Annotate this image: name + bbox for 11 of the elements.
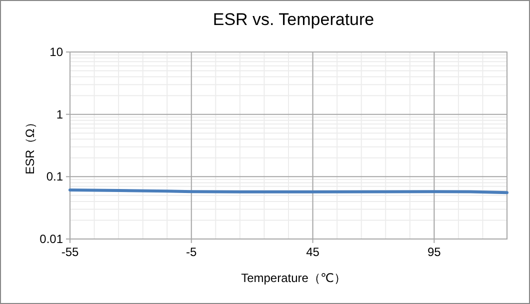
y-tick-label: 1: [56, 107, 64, 122]
chart-title: ESR vs. Temperature: [212, 10, 374, 29]
x-tick-label: -55: [61, 245, 79, 259]
x-tick-label: -5: [186, 245, 198, 259]
x-tick-label: 45: [306, 245, 320, 259]
y-tick-label: 10: [50, 45, 64, 59]
x-axis-title: Temperature（℃）: [241, 271, 346, 285]
y-tick-label: 0.01: [40, 232, 64, 246]
y-axis-title: ESR（Ω）: [23, 116, 37, 174]
y-tick-label: 0.1: [46, 170, 64, 184]
x-tick-label: 95: [427, 245, 442, 259]
